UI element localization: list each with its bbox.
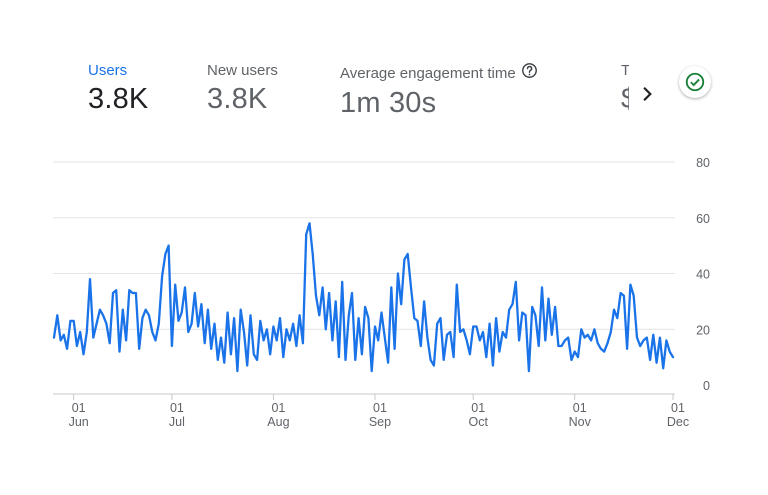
metric-engagement-time-label-row: Average engagement time — [340, 62, 538, 83]
x-tick-month: Aug — [267, 415, 289, 429]
x-tick-day: 01 — [471, 401, 485, 415]
x-tick-month: Nov — [569, 415, 592, 429]
y-tick-label: 40 — [696, 268, 710, 282]
metric-engagement-time[interactable]: Average engagement time 1m 30s — [340, 62, 538, 120]
metric-new-users-label: New users — [207, 62, 278, 79]
chart-gridlines — [53, 161, 675, 330]
metric-truncated-value: $ — [621, 83, 629, 116]
x-tick-month: Jul — [169, 415, 185, 429]
x-tick-month: Oct — [468, 415, 488, 429]
x-tick-day: 01 — [170, 401, 184, 415]
status-button[interactable] — [679, 66, 711, 98]
x-tick-month: Jun — [69, 415, 89, 429]
metric-engagement-time-value: 1m 30s — [340, 87, 437, 119]
metric-truncated[interactable]: T $ — [621, 62, 629, 116]
x-tick-day: 01 — [671, 401, 685, 415]
metric-truncated-label: T — [621, 62, 629, 79]
metric-users-label: Users — [88, 62, 128, 79]
metric-users-value: 3.8K — [88, 83, 149, 115]
y-tick-label: 20 — [696, 323, 710, 337]
chart-y-ticks: 0 20 40 60 80 — [696, 156, 710, 393]
y-tick-label: 60 — [696, 212, 710, 226]
x-tick-month: Sep — [369, 415, 391, 429]
x-tick-day: 01 — [271, 401, 285, 415]
metric-engagement-time-label: Average engagement time — [340, 65, 516, 82]
x-tick-day: 01 — [573, 401, 587, 415]
check-circle-icon — [685, 72, 705, 92]
x-tick-day: 01 — [373, 401, 387, 415]
chart-series — [52, 222, 675, 373]
metric-new-users[interactable]: New users 3.8K — [207, 62, 278, 116]
metric-new-users-value: 3.8K — [207, 83, 268, 115]
y-tick-label: 0 — [703, 379, 710, 393]
y-tick-label: 80 — [696, 156, 710, 170]
next-metrics-button[interactable] — [633, 80, 661, 108]
x-tick-month: Dec — [667, 415, 689, 429]
chevron-right-icon — [643, 86, 652, 102]
metric-users[interactable]: Users 3.8K — [88, 62, 148, 116]
x-tick-day: 01 — [72, 401, 86, 415]
series-line-users — [52, 222, 675, 373]
help-circle-icon[interactable] — [521, 62, 538, 83]
